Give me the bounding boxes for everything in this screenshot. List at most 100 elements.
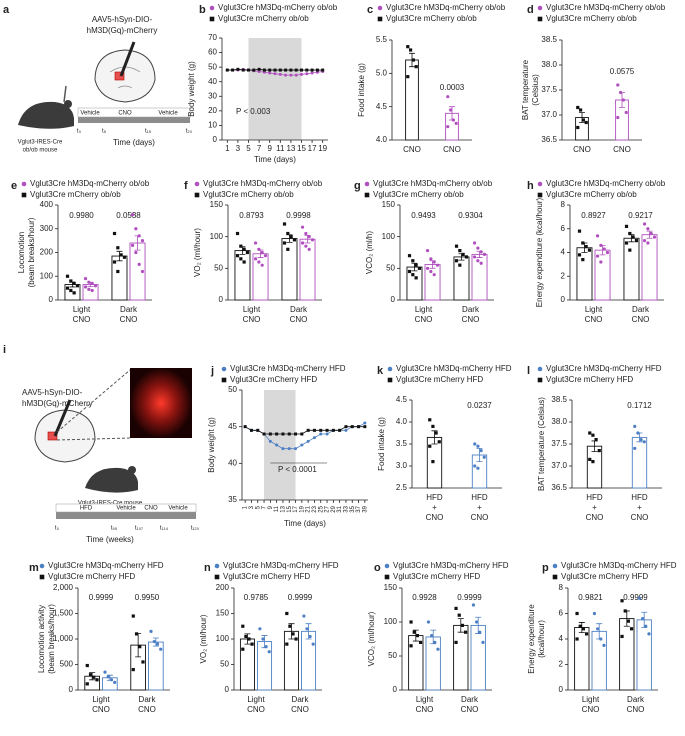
annotation: 0.9304 [458, 211, 483, 220]
annotation: 0.9999 [89, 593, 114, 602]
legend-label: Vglut3Cre mCherry HFD [223, 572, 310, 581]
legend-marker [537, 181, 543, 187]
data-point [287, 447, 291, 451]
data-point [575, 637, 579, 641]
x-tick-label: CNO [461, 705, 479, 714]
data-point [285, 642, 289, 646]
data-point [482, 252, 487, 256]
x-tick-label: + [592, 503, 597, 512]
legend-label: Vglut3Cre hM3Dq-mCherry ob/ob [203, 179, 323, 188]
data-point [262, 68, 266, 72]
y-tick-label: 100 [382, 232, 396, 241]
data-point [284, 68, 288, 72]
x-tick-label: CNO [471, 513, 489, 522]
error-bar [646, 230, 653, 239]
phase-label: Vehicle [158, 111, 178, 117]
bar [586, 445, 603, 489]
injection-site [114, 71, 125, 81]
zoom-line [56, 369, 131, 433]
y-tick-label: 0 [561, 295, 566, 304]
syringe [119, 41, 136, 77]
y-axis-label: VO₂ (ml/hour) [193, 228, 202, 277]
data-point [599, 637, 603, 641]
y-tick-label: 70 [208, 33, 217, 42]
phase-label: CNO [144, 506, 158, 512]
data-point [286, 231, 290, 236]
y-tick-label: 0 [69, 685, 74, 694]
data-point [294, 447, 298, 451]
data-point [435, 263, 440, 267]
data-point [597, 449, 601, 453]
data-point [247, 68, 250, 72]
legend-marker [537, 5, 543, 11]
data-point [286, 247, 290, 251]
data-point [93, 284, 98, 288]
y-axis-label: Food intake (g) [377, 417, 386, 471]
data-point [239, 244, 243, 248]
y-tick-label: 500 [60, 660, 74, 669]
data-point [304, 244, 308, 248]
data-point [278, 68, 282, 72]
data-point [231, 68, 235, 72]
x-tick-label: + [432, 503, 437, 512]
data-point [629, 627, 634, 631]
bar [574, 627, 590, 691]
data-point [310, 71, 314, 75]
legend-label: Vglut3Cre hM3Dq-mCherry ob/ob [546, 179, 666, 188]
data-point [642, 222, 647, 226]
annotation: P < 0.003 [236, 107, 271, 116]
legend-label: Vglut3Cre mCherry HFD [396, 375, 483, 384]
mouse [18, 101, 74, 129]
x-tick-label: Light [243, 305, 261, 314]
brain [94, 49, 156, 103]
data-point [642, 239, 647, 243]
data-point [319, 432, 323, 436]
y-tick-label: 4.5 [396, 395, 408, 404]
x-tick-label: CNO [582, 705, 600, 714]
time-label: t₁₅ [145, 129, 152, 135]
data-point [464, 255, 469, 259]
annotation: 0.1712 [627, 401, 652, 410]
data-point [476, 259, 480, 263]
legend-marker [377, 16, 383, 22]
data-point [576, 125, 580, 130]
x-tick-label: CNO [462, 315, 480, 324]
data-point [620, 599, 624, 603]
x-axis-label: Time (days) [254, 155, 296, 164]
data-point [426, 620, 431, 624]
panel-letter: l [527, 365, 530, 377]
y-tick-label: 3.5 [396, 439, 408, 448]
data-point [308, 634, 312, 639]
legend-label: Vglut3Cre mCherry HFD [546, 375, 633, 384]
time-label: t₂₀ [186, 129, 193, 135]
data-point [430, 634, 434, 638]
x-axis-label: Time (days) [284, 519, 326, 528]
data-point [631, 235, 635, 239]
legend-label: Vglut3Cre mCherry HFD [230, 375, 317, 384]
x-tick-label: HFD [426, 493, 443, 502]
data-point [628, 231, 632, 236]
legend-marker [209, 16, 215, 22]
y-tick-label: 38.0 [541, 60, 557, 69]
data-point [482, 455, 486, 459]
legend-label: Vglut3Cre mCherry ob/ob [546, 14, 637, 23]
y-tick-label: 8 [559, 583, 564, 592]
legend-label: Vglut3Cre hM3Dq-mCherry HFD [561, 561, 677, 570]
data-point [457, 613, 461, 617]
data-point [478, 630, 482, 634]
annotation: 0.8927 [581, 211, 606, 220]
x-tick-label: CNO [632, 315, 650, 324]
time-label: t₁₀₇ [135, 526, 143, 532]
data-point [437, 440, 441, 444]
data-point [300, 72, 303, 76]
x-tick-label: 39 [362, 505, 368, 512]
data-point [243, 425, 247, 429]
x-tick-label: Dark [461, 695, 479, 704]
legend-label: Vglut3Cre hM3Dq-mCherry ob/ob [373, 179, 493, 188]
legend-label: Vglut3Cre mCherry ob/ob [30, 190, 121, 199]
phase-label: Vehicle [116, 506, 136, 512]
x-tick-label: Dark [632, 305, 650, 314]
data-point [575, 611, 579, 616]
y-tick-label: 37.0 [541, 110, 557, 119]
data-point [581, 241, 585, 245]
